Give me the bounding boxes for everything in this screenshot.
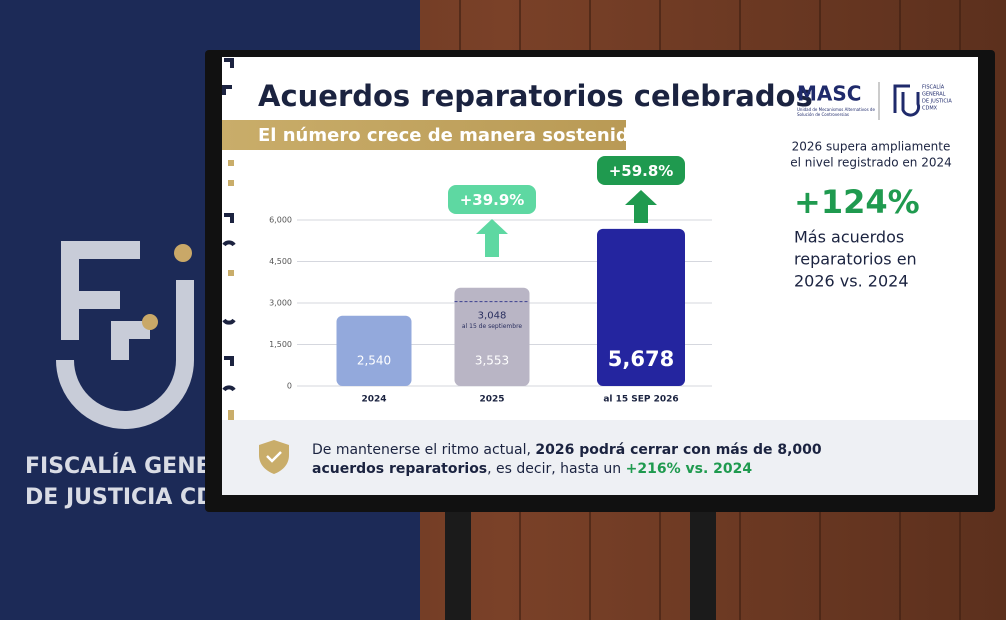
growth-label: +59.8% [609,162,674,180]
stand-leg [445,505,471,620]
reference-label: 3,048 [478,311,507,322]
banner-dot [142,314,158,330]
slide-subtitle: El número crece de manera sostenida [258,125,641,146]
logo-caption: GENERAL [922,92,946,98]
growth-arrow [625,190,657,223]
banner-text: FISCALÍA GENER [25,453,228,479]
reference-note: al 15 de septiembre [462,323,523,330]
footer-part: De mantenerse el ritmo actual, [312,442,535,458]
side-text: 2026 vs. 2024 [794,272,909,291]
footer-part: , es decir, hasta un [487,461,625,477]
x-tick-label: al 15 SEP 2026 [603,395,678,405]
bar [597,228,685,386]
logo-caption: FISCALÍA [922,84,945,91]
footer-part: acuerdos reparatorios [312,461,487,477]
logo-caption: Unidad de Mecanismos Alternativos de [797,107,875,112]
logo-masc: MASC [797,82,861,106]
value-label: 2,540 [357,354,391,368]
y-tick-label: 1,500 [269,340,292,349]
value-label: 5,678 [608,347,674,371]
banner-text: DE JUSTICIA CDI [25,485,223,510]
banner-logo [56,241,194,429]
logo-caption: Solución de Controversias [797,112,849,117]
value-label: 3,553 [475,354,509,368]
footer-part: 2026 podrá cerrar con más de 8,000 [535,442,821,458]
footer-line: De mantenerse el ritmo actual, 2026 podr… [312,442,822,458]
growth-badge [448,185,536,214]
y-tick-label: 3,000 [269,299,292,308]
x-tick-label: 2024 [361,395,386,405]
side-big: +124% [794,183,920,221]
side-lead: el nivel registrado en 2024 [790,156,951,170]
y-tick-label: 0 [287,382,292,391]
logo-fgj [893,84,921,117]
side-text: Más acuerdos [794,228,904,247]
subtitle-band [222,120,626,150]
footer-band [222,420,978,495]
side-lead: 2026 supera ampliamente [792,140,951,154]
bar [336,315,412,386]
side-dots [228,160,234,420]
logo-caption: DE JUSTICIA [922,99,952,105]
side-brackets [222,58,236,392]
growth-label: +39.9% [460,191,525,209]
footer-line: acuerdos reparatorios, es decir, hasta u… [312,461,752,477]
check-icon [266,451,282,463]
y-tick-label: 6,000 [269,216,292,225]
growth-badge [597,156,685,185]
x-tick-label: 2025 [479,395,504,405]
footer-part: +216% vs. 2024 [626,461,753,477]
side-text: reparatorios en [794,250,917,269]
y-tick-label: 4,500 [269,257,292,266]
banner-dot [174,244,192,262]
shield-icon [259,440,289,474]
growth-arrow [476,219,508,257]
bar [454,287,530,386]
slide-title: Acuerdos reparatorios celebrados [258,79,813,113]
stand-leg [690,505,716,620]
logo-caption: CDMX [922,106,938,112]
